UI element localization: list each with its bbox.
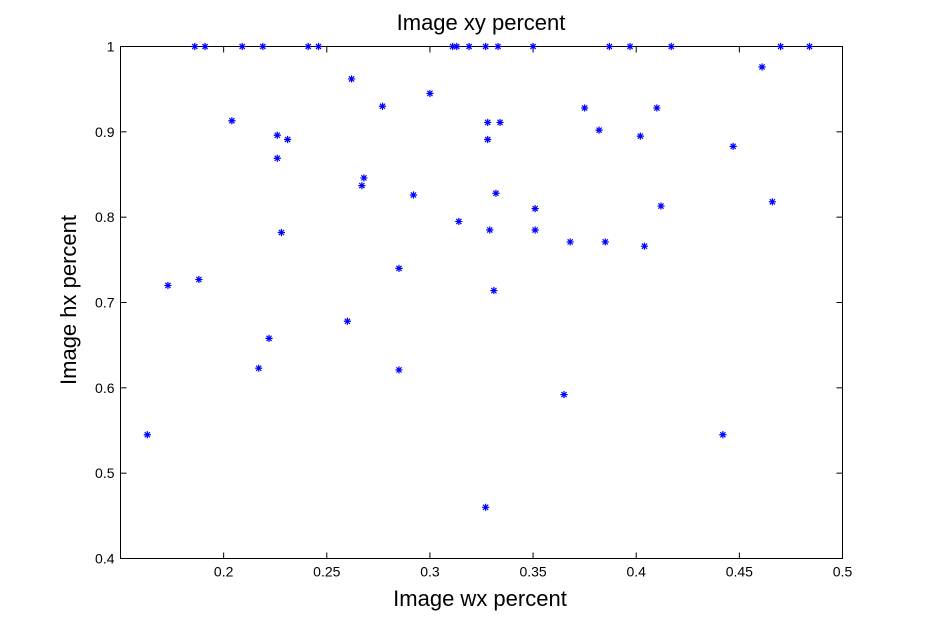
- data-point: [496, 118, 504, 127]
- y-tick-label: 0.7: [95, 295, 115, 311]
- data-point: [449, 42, 457, 51]
- data-point: [653, 104, 661, 112]
- y-tick-label: 0.6: [95, 380, 115, 396]
- data-point: [455, 217, 463, 226]
- data-point: [201, 42, 209, 51]
- x-tick-label: 0.3: [420, 564, 440, 580]
- data-points: [143, 42, 814, 511]
- data-point: [640, 242, 649, 250]
- data-point: [657, 202, 665, 210]
- x-tick-label: 0.4: [626, 564, 646, 580]
- y-tick-label: 0.4: [95, 551, 115, 567]
- data-point: [283, 135, 292, 144]
- data-point: [482, 503, 490, 511]
- data-point: [605, 42, 613, 51]
- data-point: [347, 75, 356, 83]
- data-point: [482, 42, 490, 51]
- data-point: [395, 366, 403, 374]
- data-point: [484, 118, 492, 127]
- data-point: [395, 264, 403, 272]
- data-point: [378, 102, 387, 110]
- data-point: [758, 63, 766, 71]
- data-point: [426, 89, 434, 98]
- data-point: [453, 42, 461, 51]
- x-axis-title: Image wx percent: [393, 586, 567, 611]
- data-point: [492, 189, 500, 197]
- data-point: [768, 198, 776, 206]
- data-point: [719, 431, 727, 439]
- data-point: [277, 228, 286, 237]
- chart-title: Image xy percent: [397, 10, 566, 35]
- data-point: [494, 42, 502, 51]
- data-point: [265, 334, 273, 342]
- data-point: [777, 42, 785, 51]
- y-tick-label: 0.9: [95, 124, 115, 140]
- data-point: [191, 42, 199, 51]
- data-point: [238, 42, 246, 51]
- data-point: [195, 275, 203, 284]
- data-point: [636, 132, 644, 140]
- data-point: [259, 42, 267, 51]
- data-point: [601, 238, 609, 246]
- data-point: [626, 42, 634, 51]
- y-axis: 0.4 0.5 0.6 0.7 0.8 0.9 1: [95, 39, 843, 567]
- x-axis: 0.2 0.25 0.3 0.35 0.4 0.45 0.5: [214, 46, 853, 580]
- data-point: [531, 226, 539, 234]
- data-point: [409, 191, 418, 199]
- x-tick-label: 0.35: [519, 564, 546, 580]
- data-point: [566, 238, 574, 246]
- x-tick-label: 0.5: [833, 564, 853, 580]
- y-tick-label: 0.5: [95, 465, 115, 481]
- data-point: [314, 42, 323, 51]
- y-tick-label: 0.8: [95, 209, 115, 225]
- data-point: [486, 226, 494, 234]
- data-point: [805, 42, 814, 51]
- data-point: [358, 181, 366, 190]
- data-point: [667, 42, 675, 51]
- data-point: [484, 135, 492, 144]
- data-point: [228, 117, 236, 125]
- data-point: [465, 42, 473, 51]
- data-point: [595, 126, 603, 134]
- data-point: [273, 154, 281, 162]
- data-point: [581, 104, 589, 112]
- data-point: [490, 286, 498, 295]
- data-point: [729, 142, 737, 150]
- axes-box: [120, 46, 843, 559]
- data-point: [531, 205, 539, 213]
- y-tick-label: 1: [107, 39, 115, 55]
- x-tick-label: 0.45: [726, 564, 753, 580]
- x-tick-label: 0.25: [313, 564, 340, 580]
- data-point: [360, 174, 368, 182]
- data-point: [273, 131, 281, 139]
- data-point: [529, 42, 537, 51]
- x-tick-label: 0.2: [214, 564, 234, 580]
- data-point: [143, 431, 151, 439]
- data-point: [304, 42, 312, 51]
- data-point: [560, 391, 568, 399]
- plot-area: 0.2 0.25 0.3 0.35 0.4 0.45 0.5 0.4 0.5 0.6 0.7 0.8…: [95, 39, 852, 580]
- data-point: [255, 364, 263, 372]
- data-point: [343, 317, 352, 325]
- y-axis-title: Image hx percent: [56, 215, 81, 385]
- data-point: [164, 281, 172, 290]
